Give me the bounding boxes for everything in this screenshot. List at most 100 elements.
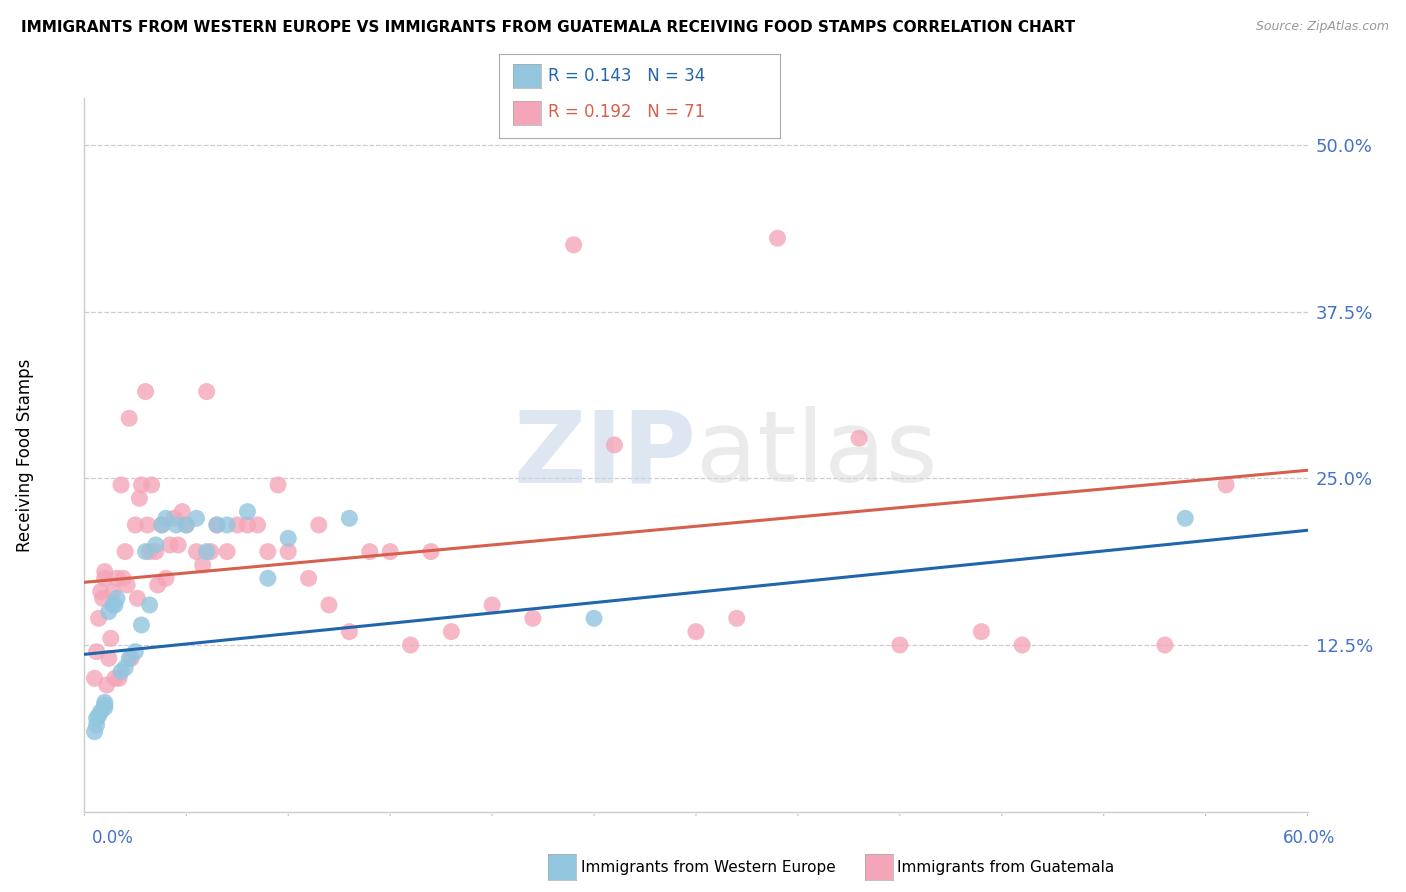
Point — [267, 478, 290, 492]
Text: 0.0%: 0.0% — [91, 829, 134, 847]
Point — [257, 571, 280, 585]
Point — [90, 584, 112, 599]
Point — [766, 231, 789, 245]
Text: Immigrants from Western Europe: Immigrants from Western Europe — [581, 860, 835, 874]
Point — [131, 478, 153, 492]
Point — [115, 578, 138, 592]
Point — [87, 708, 110, 723]
Point — [257, 544, 280, 558]
Point — [685, 624, 707, 639]
Point — [155, 511, 177, 525]
Point — [105, 591, 128, 606]
Point — [298, 571, 321, 585]
Point — [155, 571, 177, 585]
Point — [83, 724, 105, 739]
Point — [217, 518, 239, 533]
Point — [420, 544, 443, 558]
Point — [359, 544, 381, 558]
Point — [86, 718, 108, 732]
Point — [159, 538, 181, 552]
Point — [120, 651, 142, 665]
Point — [101, 584, 124, 599]
Point — [83, 671, 105, 685]
Point — [118, 651, 141, 665]
Point — [725, 611, 748, 625]
Point — [145, 544, 167, 558]
Text: atlas: atlas — [696, 407, 938, 503]
Point — [138, 544, 160, 558]
Point — [174, 518, 197, 533]
Point — [101, 598, 124, 612]
Point — [226, 518, 249, 533]
Point — [114, 661, 136, 675]
Point — [150, 518, 173, 533]
Point — [1174, 511, 1197, 525]
Text: IMMIGRANTS FROM WESTERN EUROPE VS IMMIGRANTS FROM GUATEMALA RECEIVING FOOD STAMP: IMMIGRANTS FROM WESTERN EUROPE VS IMMIGR… — [21, 20, 1076, 35]
Point — [174, 518, 197, 533]
Text: Source: ZipAtlas.com: Source: ZipAtlas.com — [1256, 20, 1389, 33]
Point — [93, 698, 115, 712]
Text: ZIP: ZIP — [513, 407, 696, 503]
Point — [440, 624, 463, 639]
Point — [150, 518, 173, 533]
Point — [236, 505, 259, 519]
Point — [128, 491, 150, 506]
Point — [205, 518, 228, 533]
Point — [97, 605, 120, 619]
Point — [93, 700, 115, 714]
Point — [112, 571, 135, 585]
Text: Receiving Food Stamps: Receiving Food Stamps — [17, 359, 34, 551]
Point — [172, 505, 194, 519]
Point — [186, 511, 208, 525]
Point — [136, 518, 159, 533]
Point — [124, 645, 146, 659]
Point — [167, 538, 190, 552]
Point — [970, 624, 993, 639]
Text: Immigrants from Guatemala: Immigrants from Guatemala — [897, 860, 1115, 874]
Point — [246, 518, 269, 533]
Point — [146, 578, 169, 592]
Point — [86, 711, 108, 725]
Point — [93, 571, 115, 585]
Point — [90, 705, 112, 719]
Point — [131, 618, 153, 632]
Point — [127, 591, 149, 606]
Point — [86, 645, 108, 659]
Point — [236, 518, 259, 533]
Point — [110, 665, 132, 679]
Point — [135, 384, 157, 399]
Point — [195, 384, 218, 399]
Point — [108, 671, 131, 685]
Point — [191, 558, 214, 572]
Point — [104, 598, 127, 612]
Point — [399, 638, 422, 652]
Point — [318, 598, 340, 612]
Point — [87, 611, 110, 625]
Point — [1153, 638, 1175, 652]
Point — [93, 695, 115, 709]
Point — [195, 544, 218, 558]
Point — [138, 598, 160, 612]
Point — [603, 438, 626, 452]
Point — [96, 678, 118, 692]
Point — [200, 544, 222, 558]
Text: R = 0.143   N = 34: R = 0.143 N = 34 — [548, 67, 706, 85]
Point — [165, 518, 187, 533]
Point — [135, 544, 157, 558]
Point — [277, 531, 299, 545]
Point — [124, 518, 146, 533]
Text: R = 0.192   N = 71: R = 0.192 N = 71 — [548, 103, 706, 121]
Point — [582, 611, 605, 625]
Point — [848, 431, 870, 445]
Point — [91, 591, 114, 606]
Point — [97, 651, 120, 665]
Text: 60.0%: 60.0% — [1284, 829, 1336, 847]
Point — [339, 624, 360, 639]
Point — [562, 237, 585, 252]
Point — [217, 544, 239, 558]
Point — [277, 544, 299, 558]
Point — [339, 511, 360, 525]
Point — [163, 511, 186, 525]
Point — [104, 671, 127, 685]
Point — [118, 411, 141, 425]
